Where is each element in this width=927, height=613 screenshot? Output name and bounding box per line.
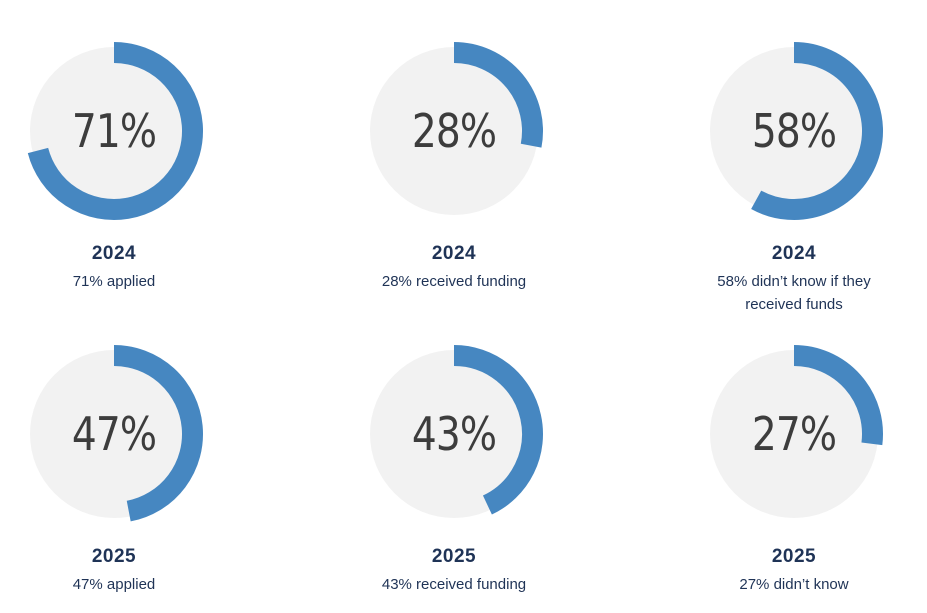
donut-year-label: 2024 bbox=[431, 243, 477, 264]
donut-ring: 27% bbox=[702, 342, 886, 526]
donut-caption-block: 2025 47% applied bbox=[73, 546, 156, 596]
donut-chart: 43% 2025 43% received funding bbox=[284, 342, 624, 596]
donut-caption-block: 2025 43% received funding bbox=[382, 546, 526, 596]
donut-arc bbox=[453, 345, 543, 515]
donut-year-label: 2025 bbox=[91, 546, 137, 567]
donut-chart: 58% 2024 58% didn’t know if they receive… bbox=[624, 39, 927, 342]
donut-year-label: 2024 bbox=[91, 243, 137, 264]
donut-caption-block: 2024 58% didn’t know if they received fu… bbox=[689, 243, 899, 316]
donut-year-label: 2025 bbox=[771, 546, 817, 567]
donut-arc bbox=[751, 42, 883, 220]
donut-grid: 71% 2024 71% applied 28% 2024 28% receiv… bbox=[0, 39, 927, 596]
donut-arc bbox=[113, 345, 203, 522]
donut-caption-block: 2024 28% received funding bbox=[382, 243, 526, 293]
donut-caption: 27% didn’t know bbox=[739, 575, 849, 593]
donut-svg bbox=[710, 42, 883, 220]
donut-year-label: 2024 bbox=[771, 243, 817, 264]
donut-ring: 43% bbox=[362, 342, 546, 526]
donut-svg bbox=[370, 345, 543, 518]
donut-caption: 28% received funding bbox=[381, 272, 527, 290]
donut-arc bbox=[27, 42, 203, 220]
donut-svg bbox=[710, 345, 883, 518]
donut-svg bbox=[27, 42, 203, 220]
donut-caption: 47% applied bbox=[72, 575, 156, 593]
donut-chart: 28% 2024 28% received funding bbox=[284, 39, 624, 342]
donut-arc bbox=[453, 42, 543, 148]
donut-disc bbox=[370, 350, 538, 518]
donut-caption: 71% applied bbox=[72, 272, 156, 290]
donut-caption-block: 2025 27% didn’t know bbox=[739, 546, 848, 596]
donut-caption: 58% didn’t know if they received funds bbox=[717, 272, 871, 314]
donut-caption: 43% received funding bbox=[381, 575, 527, 593]
donut-chart: 47% 2025 47% applied bbox=[0, 342, 284, 596]
donut-disc bbox=[370, 47, 538, 215]
donut-disc bbox=[710, 350, 878, 518]
donut-disc bbox=[710, 47, 878, 215]
donut-chart: 27% 2025 27% didn’t know bbox=[624, 342, 927, 596]
donut-disc bbox=[30, 47, 198, 215]
donut-disc bbox=[30, 350, 198, 518]
donut-ring: 71% bbox=[22, 39, 206, 223]
donut-ring: 58% bbox=[702, 39, 886, 223]
donut-ring: 47% bbox=[22, 342, 206, 526]
donut-svg bbox=[30, 345, 203, 522]
donut-ring: 28% bbox=[362, 39, 546, 223]
donut-chart: 71% 2024 71% applied bbox=[0, 39, 284, 342]
donut-svg bbox=[370, 42, 543, 215]
donut-caption-block: 2024 71% applied bbox=[73, 243, 156, 293]
donut-year-label: 2025 bbox=[431, 546, 477, 567]
donut-arc bbox=[793, 345, 883, 446]
